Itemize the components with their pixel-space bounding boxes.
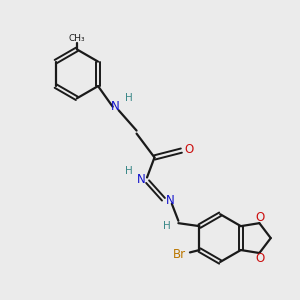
Text: H: H bbox=[163, 220, 171, 230]
Text: N: N bbox=[166, 194, 174, 207]
Text: O: O bbox=[255, 211, 265, 224]
Text: N: N bbox=[137, 173, 146, 186]
Text: O: O bbox=[184, 143, 194, 156]
Text: H: H bbox=[125, 166, 133, 176]
Text: N: N bbox=[111, 100, 119, 113]
Text: Br: Br bbox=[173, 248, 186, 261]
Text: CH₃: CH₃ bbox=[68, 34, 85, 43]
Text: H: H bbox=[125, 93, 133, 103]
Text: O: O bbox=[255, 252, 265, 265]
